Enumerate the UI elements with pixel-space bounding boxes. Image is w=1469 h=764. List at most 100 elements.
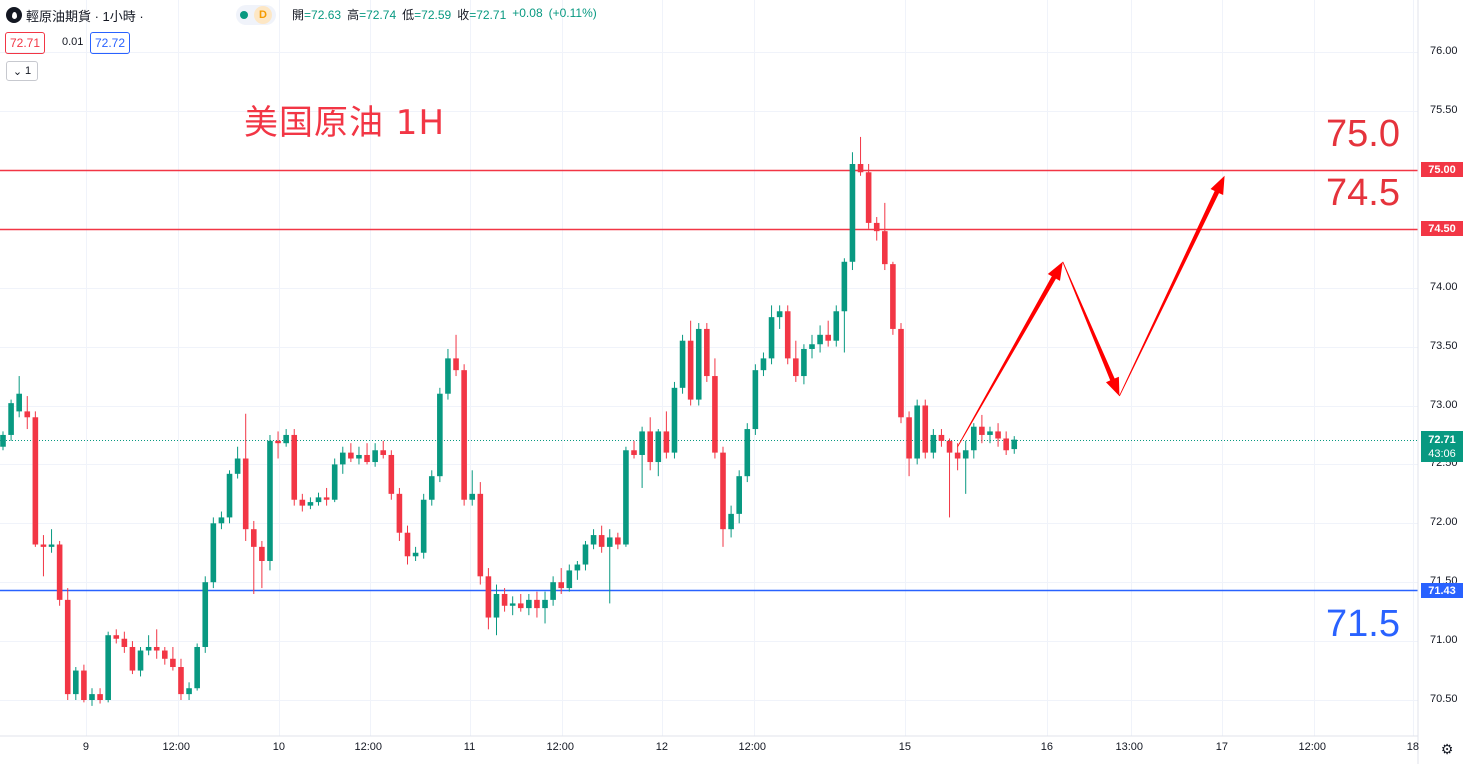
time-axis-tick: 11: [463, 741, 476, 753]
candle: [453, 334, 459, 377]
chart-title-annotation[interactable]: 美国原油 1H: [244, 103, 446, 143]
time-axis-tick: 13:00: [1115, 741, 1144, 753]
candle: [865, 164, 872, 229]
candle: [8, 399, 14, 441]
candle-body: [873, 222, 880, 232]
candle: [364, 443, 370, 465]
horizontal-level-lines: [0, 169, 1418, 592]
projection-segment-2[interactable]: [1119, 175, 1225, 397]
candle-body: [129, 646, 136, 671]
candle-body: [695, 328, 702, 400]
candle: [695, 323, 702, 406]
lots-dropdown[interactable]: ⌄ 1: [6, 61, 38, 81]
candle: [97, 688, 103, 704]
candle: [380, 440, 387, 459]
resistance-label-745[interactable]: 74.5: [1326, 172, 1400, 214]
candle-body: [776, 311, 783, 318]
candle-body: [841, 261, 848, 312]
candle: [582, 540, 589, 571]
candle-body: [655, 431, 662, 463]
time-axis-tick: 15: [898, 741, 912, 753]
candle: [323, 487, 330, 506]
candle-body: [453, 358, 459, 371]
candle: [315, 492, 322, 506]
candle-body: [760, 358, 767, 371]
price-axis-tick: 76.00: [1430, 45, 1458, 58]
candle: [736, 470, 742, 524]
candle-body: [542, 599, 548, 609]
candle-body: [946, 440, 953, 453]
candle-body: [331, 464, 338, 500]
candle: [477, 482, 484, 585]
candle: [946, 438, 953, 518]
candle-body: [631, 450, 637, 455]
candle-body: [170, 658, 176, 668]
candle-body: [24, 411, 31, 418]
candle: [954, 443, 961, 471]
candle-body: [865, 172, 872, 223]
candle: [857, 136, 864, 176]
candle-body: [97, 694, 103, 700]
candle-body: [388, 454, 395, 494]
candle-body: [582, 544, 589, 565]
candle: [647, 417, 653, 471]
candle: [396, 487, 403, 541]
candle: [226, 470, 233, 524]
candle: [995, 423, 1001, 447]
candle-body: [793, 358, 799, 377]
settings-gear-icon[interactable]: ⚙: [1440, 740, 1454, 757]
time-axis-tick: 12: [655, 741, 669, 753]
candle: [81, 664, 87, 703]
candle: [987, 426, 993, 444]
candle: [825, 320, 831, 347]
candle: [64, 588, 71, 700]
price-axis-tick: 73.50: [1430, 339, 1458, 352]
candle-body: [590, 535, 597, 545]
candle-body: [267, 440, 273, 561]
candle: [744, 423, 751, 483]
symbol-title[interactable]: 輕原油期貨 · 1小時 ·: [26, 8, 144, 24]
candle: [655, 429, 662, 477]
candle: [882, 202, 888, 271]
price-axis-tick: 74.00: [1430, 280, 1458, 293]
candle: [16, 376, 22, 418]
price-tag-r1: 75.00: [1421, 162, 1463, 177]
candle-body: [679, 340, 686, 388]
candle: [153, 629, 160, 659]
candle-body: [930, 434, 937, 453]
candle: [639, 426, 645, 488]
candle: [299, 493, 306, 512]
chevron-down-icon: ⌄: [12, 65, 23, 78]
candle: [420, 493, 427, 559]
status-pill[interactable]: D: [236, 5, 276, 25]
candle: [485, 568, 492, 630]
market-status[interactable]: D: [236, 5, 276, 25]
projection-segment-1[interactable]: [1062, 261, 1120, 397]
buy-price-button[interactable]: 72.72: [90, 32, 131, 54]
price-axis-tick: 71.00: [1430, 634, 1458, 647]
projection-segment-0[interactable]: [957, 261, 1063, 447]
resistance-label-75[interactable]: 75.0: [1326, 113, 1400, 155]
support-label-715[interactable]: 71.5: [1326, 603, 1400, 645]
bar-countdown: 43:06: [1428, 447, 1456, 460]
candle-body: [736, 476, 742, 514]
candle: [793, 340, 799, 382]
candle-body: [194, 646, 200, 689]
candle-body: [712, 376, 718, 453]
candle-body: [914, 405, 920, 459]
candle-body: [501, 593, 508, 606]
candle-body: [283, 434, 289, 444]
candle: [372, 443, 378, 467]
candle-body: [315, 497, 322, 503]
sell-price-button[interactable]: 72.71: [5, 32, 46, 54]
candle-body: [1011, 439, 1018, 450]
candle-body: [809, 344, 815, 349]
symbol-header[interactable]: 輕原油期貨 · 1小時 ·: [6, 5, 144, 25]
candle: [776, 305, 783, 329]
candle-body: [162, 650, 168, 659]
candle-body: [323, 497, 330, 500]
candle: [412, 546, 419, 561]
candle-body: [275, 440, 281, 444]
candle-body: [906, 417, 912, 459]
